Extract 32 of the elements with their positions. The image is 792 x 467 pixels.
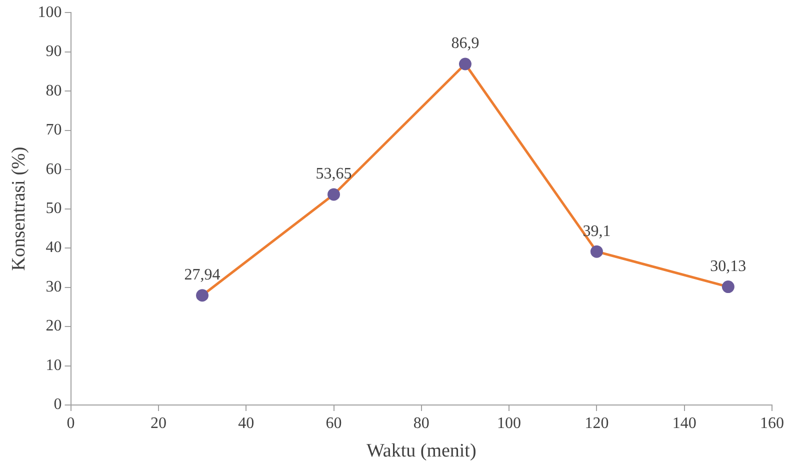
x-tick-label: 100 xyxy=(497,414,522,432)
point xyxy=(328,188,340,201)
x-tick-label: 60 xyxy=(326,414,342,432)
x-tick-label: 120 xyxy=(584,414,609,432)
y-tick-label: 70 xyxy=(46,122,62,139)
x-tick-label: 160 xyxy=(760,414,784,432)
point xyxy=(196,289,209,302)
x-tick-label: 80 xyxy=(413,414,430,432)
y-axis-title: Konsentrasi (%) xyxy=(8,146,30,271)
x-axis-title: Waktu (menit) xyxy=(366,440,476,462)
point xyxy=(722,280,734,294)
y-tick-label: 30 xyxy=(46,278,62,296)
y-tick-label: 10 xyxy=(46,356,62,374)
y-tick-label: 80 xyxy=(46,82,62,100)
data-label: 86,9 xyxy=(451,35,480,52)
y-tick-label: 0 xyxy=(54,396,62,414)
y-tick-label: 20 xyxy=(46,318,62,335)
y-tick-label: 60 xyxy=(46,160,62,178)
x-tick-label: 140 xyxy=(672,414,696,432)
x-tick-label: 40 xyxy=(238,414,254,432)
data-label: 27,94 xyxy=(184,266,220,284)
data-label: 30,13 xyxy=(710,258,746,275)
point xyxy=(590,245,603,258)
x-tick-label: 0 xyxy=(66,414,75,432)
data-label: 39,1 xyxy=(582,222,611,240)
y-tick-label: 90 xyxy=(46,43,62,60)
point xyxy=(458,58,472,70)
x-tick-label: 20 xyxy=(150,414,166,432)
data-label: 53,65 xyxy=(316,166,352,183)
y-tick-label: 100 xyxy=(38,4,62,21)
y-tick-label: 50 xyxy=(46,200,62,218)
y-tick-label: 40 xyxy=(46,239,62,256)
